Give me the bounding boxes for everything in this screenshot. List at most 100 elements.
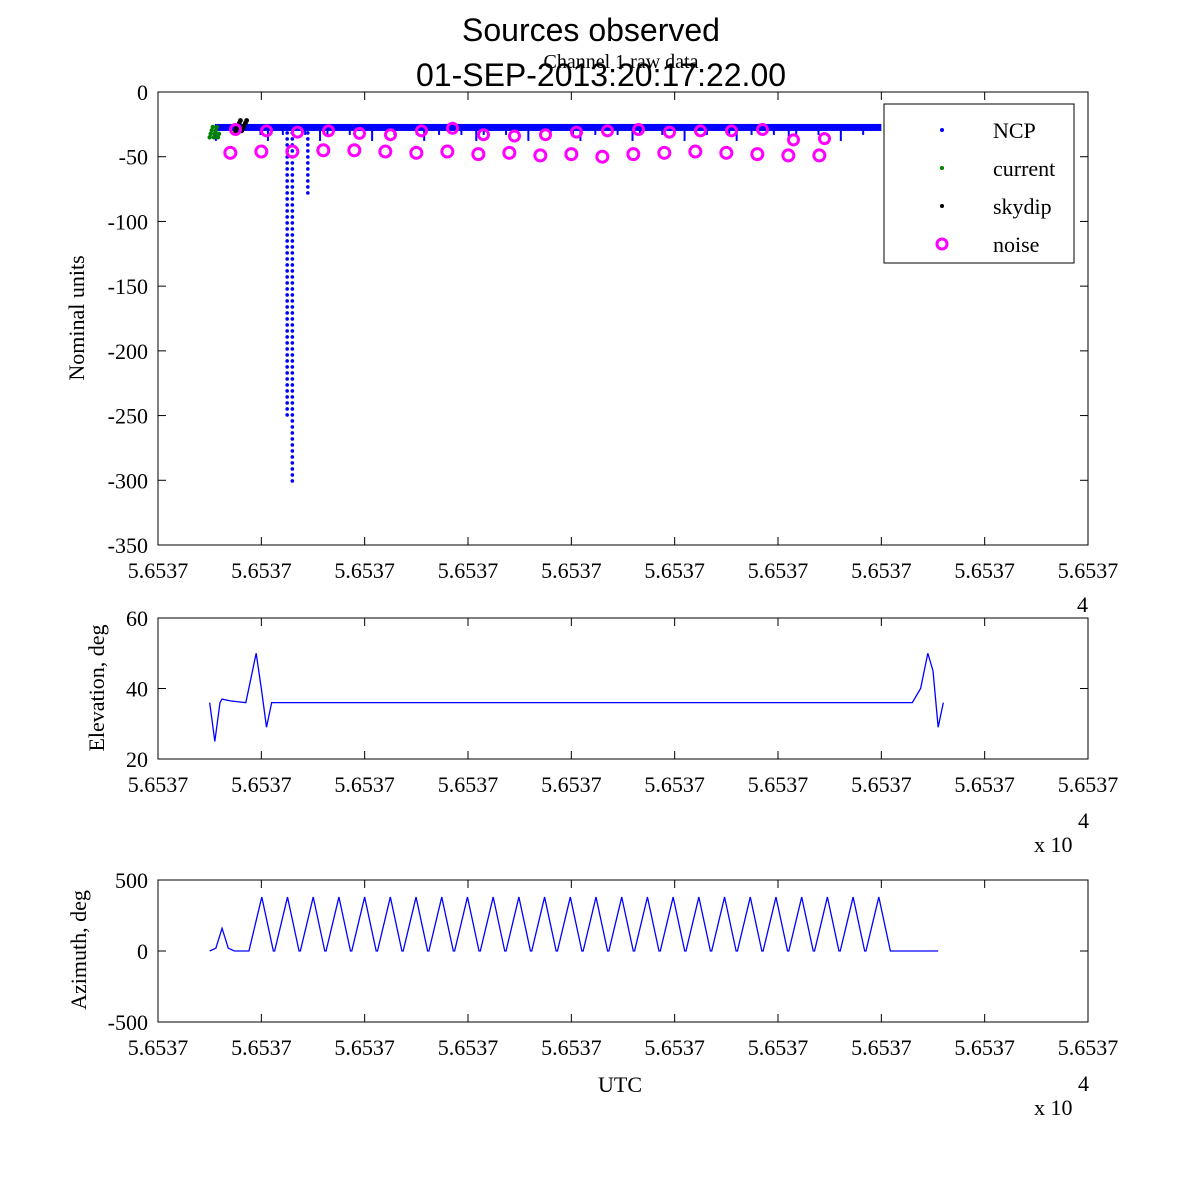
ncp-dip-point (285, 125, 289, 129)
panel1-x-ticks: 5.6537 5.6537 5.6537 5.6537 5.6537 5.6537 5.65… (128, 92, 1118, 583)
ncp-dip-point (285, 383, 289, 387)
ncp-dip-point (290, 215, 295, 219)
x-tick-label: 5.6537 (231, 1035, 292, 1060)
ncp-dip-point (285, 413, 289, 417)
legend-current-label: current (993, 156, 1055, 181)
x-tick-label: 5.6537 (1058, 772, 1119, 797)
y-tick-label: 20 (126, 747, 148, 772)
noise-point (223, 145, 238, 160)
panel1-plot-area (207, 118, 882, 483)
current-point (213, 128, 219, 133)
ncp-dip-point (290, 311, 295, 315)
ncp-dip-point (285, 257, 289, 261)
y-tick-label: 500 (115, 868, 148, 893)
ncp-dip-point (290, 287, 295, 291)
noise-point (812, 148, 827, 163)
ncp-dip-point (290, 233, 295, 237)
ncp-dip-point (306, 149, 310, 153)
panel2-plot-area (209, 653, 944, 742)
noise-point (285, 144, 300, 159)
panel1-y-label: Nominal units (64, 255, 89, 380)
ncp-dip-point (290, 425, 295, 429)
current-point (212, 131, 218, 137)
noise-point (415, 124, 428, 138)
x-tick-label: 5.6537 (954, 772, 1015, 797)
ncp-dip-point (285, 191, 289, 195)
legend: NCP current skydip noise (883, 103, 1075, 264)
x-tick-label: 5.6537 (748, 558, 809, 583)
noise-point (260, 124, 273, 138)
noise-point (254, 144, 269, 159)
noise-point (446, 121, 459, 135)
panel2-y-label: Elevation, deg (84, 624, 109, 751)
x-tick-label: 5.6537 (954, 1035, 1015, 1060)
legend-current-marker (940, 166, 944, 170)
panel2-x-exponent: x 10 (1034, 832, 1073, 857)
ncp-dip-point (290, 353, 295, 357)
ncp-baseline-band (214, 123, 882, 131)
ncp-dip-point (285, 227, 289, 231)
ncp-dip-point (285, 245, 289, 249)
legend-noise-label: noise (993, 232, 1039, 257)
ncp-dip-point (285, 329, 289, 333)
ncp-dip-point (290, 383, 295, 387)
ncp-dip-point (290, 197, 295, 201)
ncp-dip-point (290, 179, 295, 183)
ncp-dip-point (290, 323, 295, 327)
ncp-dip-point (290, 263, 295, 267)
ncp-dip-point (285, 353, 289, 357)
skydip-point (238, 118, 243, 123)
ncp-dip-point (285, 323, 289, 327)
y-tick-label: 0 (137, 939, 148, 964)
current-point (214, 124, 220, 130)
panel2-x-exponent-power: 4 (1078, 808, 1089, 833)
x-tick-label: 5.6537 (128, 1035, 189, 1060)
y-tick-label: 40 (126, 677, 148, 702)
x-tick-label: 5.6537 (541, 1035, 602, 1060)
panel3-x-exponent: x 10 (1034, 1095, 1073, 1120)
ncp-dip-point (285, 203, 289, 207)
panel2-y-ticks: 60 40 20 (126, 606, 1088, 772)
legend-skydip-marker (940, 204, 944, 208)
y-tick-label: -50 (119, 145, 148, 170)
legend-noise-marker (935, 237, 949, 251)
current-point (215, 135, 221, 140)
ncp-dip-point (290, 329, 295, 333)
panel1-y-ticks: 0 -50 -100 -150 -200 -250 -300 -350 (108, 80, 1088, 558)
ncp-dip-point (306, 173, 310, 177)
ncp-dip-point (290, 395, 295, 399)
noise-point (440, 144, 455, 159)
ncp-dip-point (285, 161, 289, 165)
ncp-dip-point (285, 275, 289, 279)
ncp-dip-point (290, 359, 295, 363)
ncp-dip-point (285, 299, 289, 303)
ncp-dip-point (290, 467, 295, 471)
noise-point (756, 123, 769, 137)
ncp-dip-point (290, 209, 295, 213)
ncp-dip-point (285, 221, 289, 225)
x-tick-label: 5.6537 (851, 1035, 912, 1060)
panel1-title: Channel 1 raw data (544, 51, 699, 73)
azimuth-line (209, 896, 939, 952)
panel2-x-ticks: 5.6537 5.6537 5.6537 5.6537 5.6537 5.6537 5.65… (128, 618, 1119, 797)
x-tick-label: 5.6537 (1058, 1035, 1119, 1060)
panel3-y-label: Azimuth, deg (66, 890, 91, 1010)
noise-point (322, 124, 335, 138)
noise-point (508, 129, 521, 143)
ncp-dip-point (290, 443, 295, 447)
legend-ncp-marker (940, 128, 944, 132)
ncp-dip-point (285, 389, 289, 393)
x-tick-label: 5.6537 (748, 772, 809, 797)
noise-point (818, 132, 831, 146)
ncp-dip-point (290, 377, 295, 381)
ncp-dip-point (290, 347, 295, 351)
panel3-x-label: UTC (598, 1072, 642, 1097)
x-tick-label: 5.6537 (438, 558, 499, 583)
ncp-dip-point (285, 407, 289, 411)
ncp-dip-point (285, 281, 289, 285)
y-tick-label: -150 (108, 274, 148, 299)
ncp-dip-point (290, 293, 295, 297)
noise-point (347, 143, 362, 158)
skydip-point (244, 118, 250, 123)
noise-point (626, 147, 641, 162)
